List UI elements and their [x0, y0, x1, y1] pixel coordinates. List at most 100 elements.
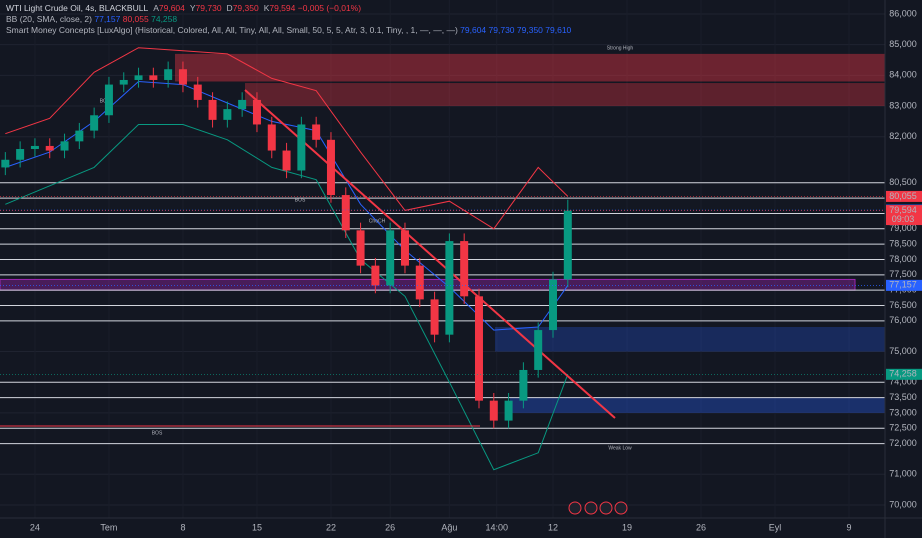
x-tick-label: Ağu — [441, 522, 457, 532]
candle-body — [16, 149, 25, 160]
candle-body — [489, 400, 498, 421]
zone — [0, 278, 856, 291]
bb-value: 80,055 — [123, 14, 149, 24]
legend-row: Smart Money Concepts [LuxAlgo] (Historic… — [6, 25, 572, 35]
legend-row: BB (20, SMA, close, 2) 77,157 80,055 74,… — [6, 14, 177, 24]
candle-body — [312, 124, 321, 140]
candle-body — [223, 109, 232, 120]
legend-row: WTI Light Crude Oil, 4s, BLACKBULL A79,60… — [6, 3, 361, 13]
x-tick-label: 26 — [385, 522, 395, 532]
y-tick-label: 79,000 — [889, 223, 917, 233]
candle-body — [386, 230, 395, 286]
x-tick-label: 15 — [252, 522, 262, 532]
candle-body — [238, 99, 247, 110]
candle-body — [341, 195, 350, 231]
candle-body — [1, 159, 10, 168]
candle-body — [208, 99, 217, 120]
annotation: BOS — [295, 197, 306, 203]
ohlc-key: Y — [190, 3, 196, 13]
legend: WTI Light Crude Oil, 4s, BLACKBULL A 79,60… — [6, 3, 572, 35]
candle-body — [563, 210, 572, 280]
y-tick-label: 76,000 — [889, 315, 917, 325]
candle-body — [60, 141, 69, 151]
bb-line — [5, 80, 569, 331]
x-tick-label: Tem — [100, 522, 117, 532]
candle-body — [178, 69, 187, 85]
x-tick-label: 22 — [326, 522, 336, 532]
candle-body — [400, 230, 409, 266]
annotation: BOS — [152, 430, 163, 436]
y-tick-label: 86,000 — [889, 8, 917, 18]
zone — [175, 53, 885, 82]
y-tick-label: 74,000 — [889, 377, 917, 387]
annotation: Strong High — [607, 45, 634, 51]
smc-value: 79,730 — [489, 25, 515, 35]
candle-body — [30, 145, 39, 150]
bb-line — [5, 124, 569, 471]
candle-body — [297, 124, 306, 171]
event-flag[interactable] — [568, 501, 582, 515]
x-tick-label: 14:00 — [485, 522, 508, 532]
event-flags[interactable] — [568, 501, 628, 515]
bb-value: 74,258 — [151, 14, 177, 24]
price-marker — [886, 205, 922, 226]
candle-body — [445, 241, 454, 335]
x-tick-label: 26 — [696, 522, 706, 532]
smc-value: 79,604 — [460, 25, 486, 35]
candle-body — [75, 130, 84, 142]
ohlc-value: 79,730 — [196, 3, 222, 13]
event-flag[interactable] — [614, 501, 628, 515]
y-tick-label: 73,000 — [889, 407, 917, 417]
x-tick-label: 24 — [30, 522, 40, 532]
change: −0,005 (−0,01%) — [298, 3, 361, 13]
price-marker-label: 80,055 — [889, 191, 917, 201]
candle-body — [134, 75, 143, 80]
y-tick-label: 75,000 — [889, 346, 917, 356]
candle-body — [460, 241, 469, 297]
candle-body — [282, 150, 291, 171]
annotation: ChoCH — [369, 218, 386, 224]
x-tick-label: 19 — [622, 522, 632, 532]
candle-body — [356, 230, 365, 266]
event-flag[interactable] — [599, 501, 613, 515]
y-tick-label: 83,000 — [889, 100, 917, 110]
candle-body — [371, 265, 380, 286]
y-tick-label: 84,000 — [889, 70, 917, 80]
candle-body — [104, 84, 113, 116]
y-tick-label: 72,500 — [889, 423, 917, 433]
ohlc-value: 79,594 — [269, 3, 295, 13]
ohlc-key: K — [264, 3, 270, 13]
x-tick-label: 8 — [180, 522, 185, 532]
y-tick-label: 82,000 — [889, 131, 917, 141]
symbol-title: WTI Light Crude Oil, 4s, BLACKBULL — [6, 3, 148, 13]
y-tick-label: 77,500 — [889, 269, 917, 279]
ohlc-key: D — [227, 3, 233, 13]
candle-body — [149, 75, 158, 80]
zone — [495, 327, 885, 352]
candle-body — [415, 265, 424, 300]
candle-body — [430, 299, 439, 335]
y-tick-label: 85,000 — [889, 39, 917, 49]
y-tick-label: 73,500 — [889, 392, 917, 402]
candle-body — [252, 99, 261, 125]
y-tick-label: 70,000 — [889, 499, 917, 509]
candle-body — [504, 400, 513, 421]
candle-body — [326, 139, 335, 196]
price-marker-label: 79,594 — [889, 205, 917, 215]
candle-body — [534, 330, 543, 370]
x-tick-label: Eyl — [769, 522, 782, 532]
candle-body — [45, 145, 54, 151]
ohlc-key: A — [153, 3, 159, 13]
candle-body — [474, 296, 483, 401]
price-marker-label: 74,258 — [889, 369, 917, 379]
price-marker — [886, 279, 922, 291]
y-tick-label: 71,000 — [889, 469, 917, 479]
y-tick-label: 72,000 — [889, 438, 917, 448]
bb-line — [5, 47, 569, 230]
smc-value: 79,610 — [545, 25, 571, 35]
event-flag[interactable] — [584, 501, 598, 515]
zone — [510, 397, 885, 413]
y-tick-label: 76,500 — [889, 300, 917, 310]
